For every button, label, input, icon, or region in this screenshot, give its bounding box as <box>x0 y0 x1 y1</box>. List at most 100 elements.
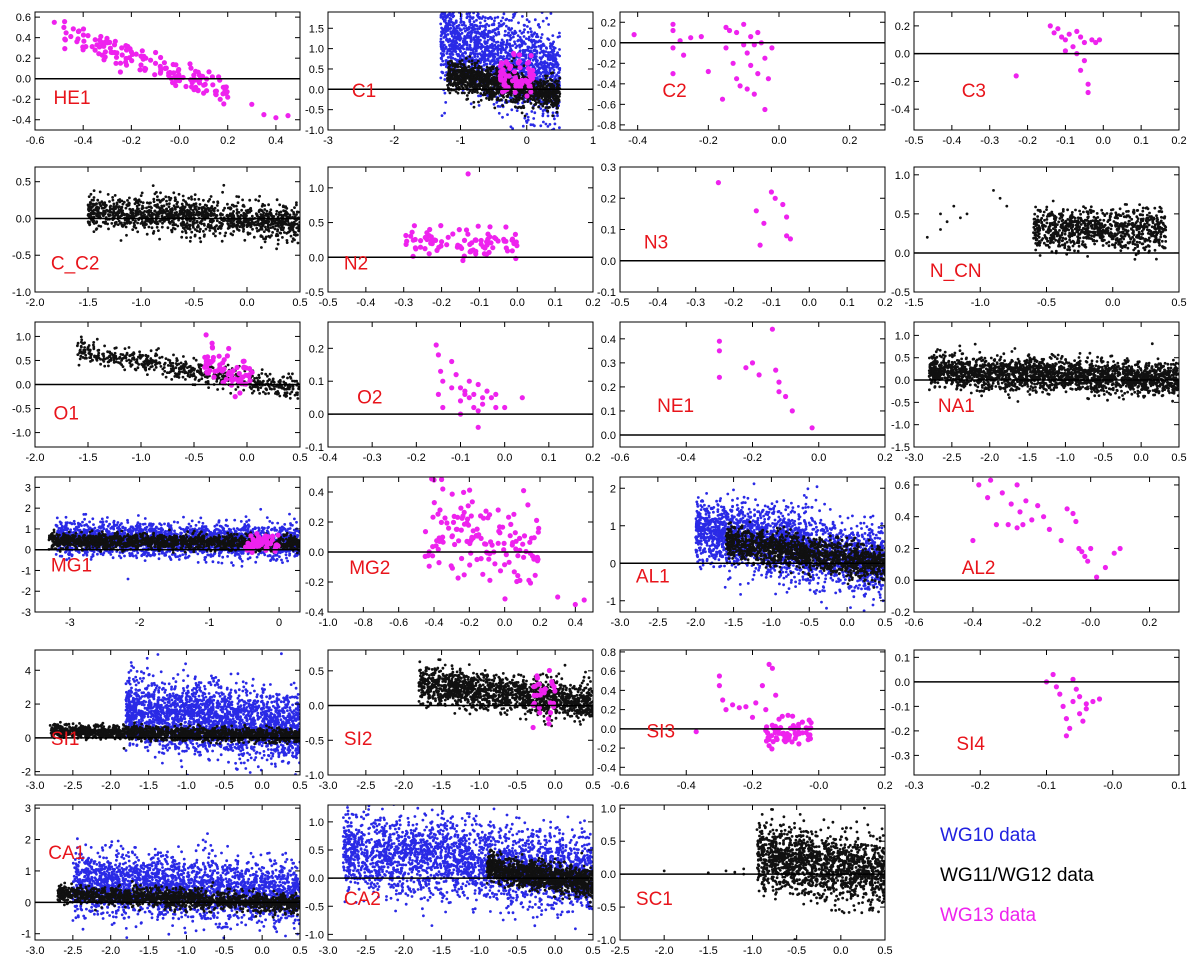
point-wg10 <box>541 50 545 54</box>
y-tick-label: -1.0 <box>12 287 31 299</box>
point-wg13 <box>1078 34 1084 40</box>
point-wg10 <box>472 36 476 40</box>
point-wg11_12 <box>229 219 233 222</box>
point-wg11_12 <box>96 209 100 213</box>
point-wg13 <box>123 47 130 53</box>
point-wg13 <box>514 243 520 249</box>
point-wg11_12 <box>242 211 246 215</box>
point-wg10 <box>556 114 559 118</box>
x-tick-label: -0.2 <box>432 297 451 309</box>
point-wg10 <box>513 12 517 16</box>
point-wg10 <box>551 111 555 115</box>
point-wg10 <box>545 47 548 50</box>
point-wg11_12 <box>136 221 140 225</box>
point-wg11_12 <box>294 231 297 234</box>
point-wg11_12 <box>118 215 122 219</box>
point-wg10 <box>443 3 446 6</box>
x-tick-label: -0.2 <box>1018 135 1037 147</box>
point-wg11_12 <box>116 211 120 215</box>
point-wg10 <box>548 123 552 126</box>
point-wg11_12 <box>478 73 482 76</box>
point-wg10 <box>451 24 455 28</box>
point-wg10 <box>462 27 466 30</box>
point-wg11_12 <box>291 228 295 232</box>
point-wg10 <box>499 51 503 55</box>
point-wg11_12 <box>545 84 549 88</box>
x-tick-label: 0.0 <box>510 297 525 309</box>
point-wg11_12 <box>476 70 480 73</box>
point-wg11_12 <box>289 225 293 228</box>
point-wg10 <box>441 47 445 50</box>
point-wg10 <box>525 18 529 22</box>
point-wg13 <box>772 195 778 201</box>
point-wg13 <box>515 80 521 86</box>
point-wg10 <box>539 60 543 64</box>
point-wg11_12 <box>554 94 558 97</box>
point-wg11_12 <box>281 205 285 209</box>
point-wg11_12 <box>516 106 520 110</box>
point-wg11_12 <box>172 221 175 224</box>
point-wg11_12 <box>460 85 464 88</box>
point-wg10 <box>513 42 517 46</box>
point-wg11_12 <box>297 229 300 233</box>
point-wg10 <box>547 64 551 67</box>
point-wg10 <box>554 62 558 65</box>
point-wg10 <box>477 94 480 98</box>
point-wg10 <box>512 35 515 39</box>
point-wg11_12 <box>479 98 483 102</box>
point-wg11_12 <box>285 239 289 242</box>
point-wg11_12 <box>206 206 210 210</box>
point-wg10 <box>502 41 505 44</box>
point-wg10 <box>472 51 475 54</box>
point-wg10 <box>440 30 443 34</box>
point-wg11_12 <box>183 206 186 210</box>
point-wg10 <box>476 52 480 56</box>
point-wg10 <box>442 63 446 66</box>
point-wg11_12 <box>463 91 466 95</box>
point-wg13 <box>152 72 158 78</box>
point-wg10 <box>485 3 488 6</box>
point-wg11_12 <box>112 211 116 214</box>
point-wg10 <box>476 30 480 33</box>
point-wg11_12 <box>173 199 177 203</box>
point-wg10 <box>452 21 455 25</box>
point-wg11_12 <box>539 102 543 106</box>
point-wg11_12 <box>181 194 185 198</box>
point-wg10 <box>517 21 520 25</box>
point-wg11_12 <box>505 101 509 104</box>
point-wg11_12 <box>489 90 492 93</box>
point-wg11_12 <box>287 223 290 227</box>
point-wg13 <box>1070 44 1076 50</box>
point-wg11_12 <box>269 223 272 227</box>
x-tick-label: 0.0 <box>771 135 786 147</box>
point-wg11_12 <box>240 208 244 212</box>
point-wg10 <box>491 46 494 50</box>
point-wg11_12 <box>466 97 470 101</box>
point-wg11_12 <box>193 205 197 209</box>
point-wg10 <box>520 42 524 46</box>
point-wg11_12 <box>257 210 261 214</box>
y-tick-label: 0.5 <box>16 177 31 189</box>
point-wg11_12 <box>460 91 464 95</box>
point-wg11_12 <box>154 213 158 217</box>
point-wg13 <box>189 84 195 90</box>
point-wg10 <box>531 44 535 48</box>
point-wg11_12 <box>498 85 501 89</box>
point-wg11_12 <box>219 226 223 230</box>
point-wg10 <box>448 47 452 50</box>
point-wg10 <box>506 113 509 116</box>
data-points <box>403 171 520 264</box>
point-wg11_12 <box>158 209 162 213</box>
point-wg10 <box>497 22 501 25</box>
point-wg11_12 <box>98 202 102 206</box>
point-wg11_12 <box>555 91 559 95</box>
point-wg11_12 <box>1076 249 1080 253</box>
y-tick-label: -0.2 <box>12 94 31 106</box>
point-wg10 <box>462 23 466 27</box>
point-wg10 <box>445 27 449 30</box>
point-wg10 <box>446 5 449 8</box>
point-wg13 <box>422 246 428 252</box>
point-wg11_12 <box>549 91 552 95</box>
point-wg11_12 <box>129 211 133 215</box>
point-wg11_12 <box>202 198 205 202</box>
